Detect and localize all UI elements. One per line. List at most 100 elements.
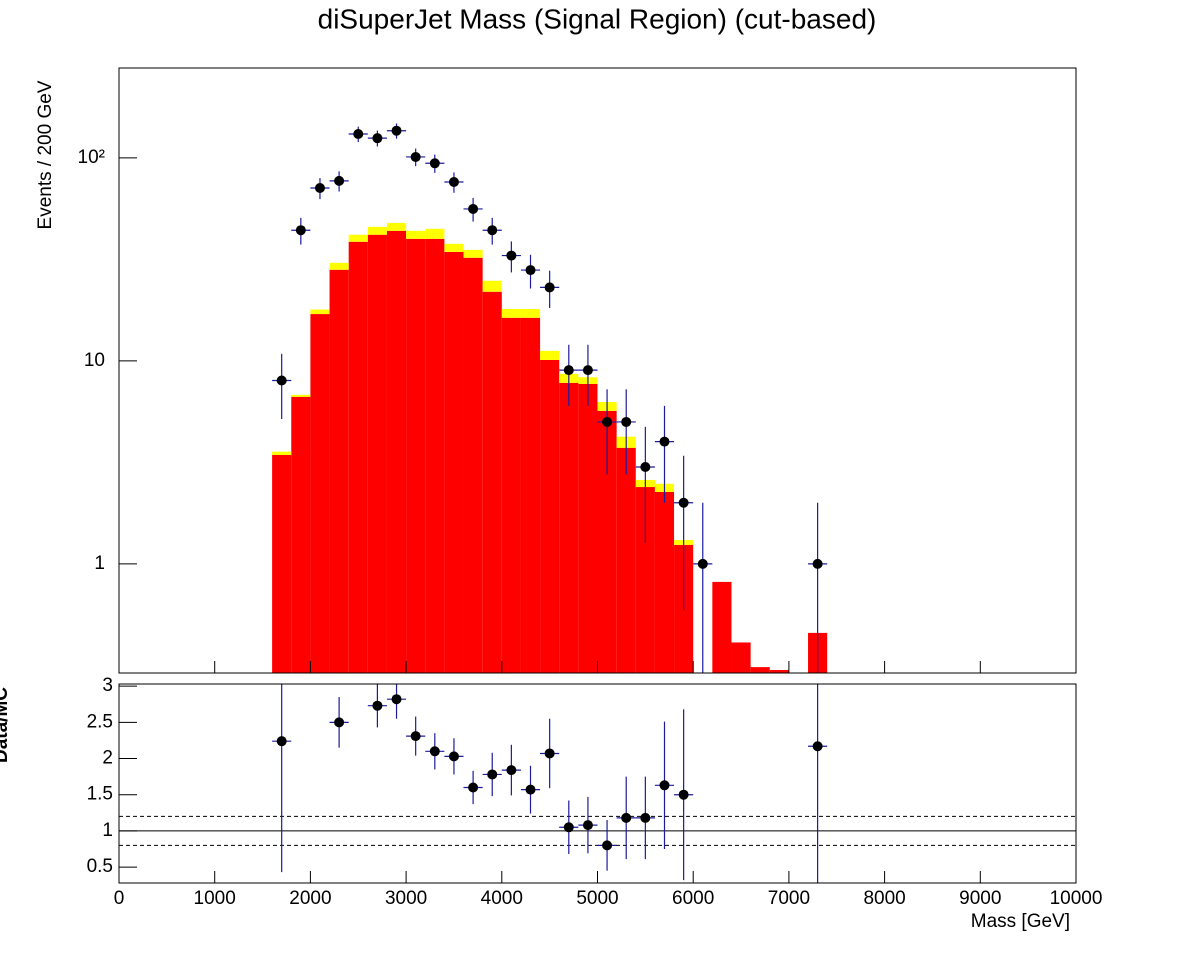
data-point [812, 558, 823, 569]
data-point [621, 416, 632, 427]
y-tick-label: 1 [102, 820, 113, 841]
data-point [659, 436, 670, 447]
y-axis-title: Events / 200 GeV [35, 80, 56, 229]
data-point [448, 177, 459, 188]
bar-segment [482, 291, 502, 673]
data-point [506, 765, 517, 776]
data-point [276, 375, 287, 386]
bar-segment [654, 491, 675, 673]
bar-segment [348, 241, 368, 673]
bar-segment [616, 447, 636, 673]
data-point [429, 158, 440, 169]
data-point [563, 822, 574, 833]
bar-segment [272, 454, 292, 673]
data-point [544, 748, 555, 759]
ratio-axis-title: Data/MC [0, 687, 12, 763]
bar-segment [367, 234, 387, 673]
data-point [334, 717, 345, 728]
bar-segment [444, 251, 464, 673]
bar-segment [329, 262, 349, 270]
bar-segment [540, 359, 560, 673]
bar-segment [712, 581, 732, 673]
x-tick-label: 6000 [672, 888, 714, 909]
bar-segment [559, 382, 579, 673]
data-point [678, 789, 689, 800]
data-point [812, 741, 823, 752]
data-point [525, 265, 536, 276]
data-point [372, 700, 383, 711]
bar-segment [406, 238, 426, 674]
bar-segment [540, 350, 560, 360]
data-point [391, 694, 402, 705]
data-point [506, 250, 517, 261]
bar-segment [463, 257, 483, 673]
bar-segment [597, 410, 617, 673]
data-point [602, 416, 613, 427]
y-tick-label: 1.5 [87, 784, 113, 805]
y-tick-label: 1 [94, 553, 105, 574]
x-tick-label: 2000 [289, 888, 331, 909]
data-point [295, 225, 306, 236]
data-point [334, 175, 345, 186]
data-point [602, 840, 613, 851]
data-point [314, 183, 325, 194]
x-tick-label: 5000 [576, 888, 618, 909]
x-tick-label: 10000 [1050, 888, 1103, 909]
data-point [468, 782, 479, 793]
data-point [429, 746, 440, 757]
data-point [678, 497, 689, 508]
x-tick-label: 0 [114, 888, 125, 909]
data-point [563, 365, 574, 376]
data-point [353, 129, 364, 140]
x-tick-label: 4000 [481, 888, 523, 909]
bar-segment [444, 243, 464, 252]
y-tick-label: 0.5 [87, 856, 113, 877]
bar-segment [769, 670, 789, 673]
data-point [621, 812, 632, 823]
bar-segment [635, 487, 655, 673]
bar-segment [482, 280, 502, 292]
data-point [640, 812, 651, 823]
bar-segment [406, 230, 426, 239]
bar-segment [578, 383, 598, 673]
data-point [487, 769, 498, 780]
data-point [410, 731, 421, 742]
data-point [582, 820, 593, 831]
bar-segment [520, 309, 541, 318]
x-tick-label: 7000 [768, 888, 810, 909]
data-point [468, 203, 479, 214]
bar-segment [329, 269, 349, 673]
y-tick-label: 10² [78, 147, 105, 168]
x-tick-label: 9000 [959, 888, 1001, 909]
data-point [276, 736, 287, 747]
data-point [391, 125, 402, 136]
x-tick-label: 3000 [385, 888, 427, 909]
bar-segment [731, 642, 751, 673]
y-tick-label: 2.5 [87, 711, 113, 732]
bar-segment [520, 317, 541, 673]
data-point [487, 225, 498, 236]
bar-segment [291, 394, 311, 397]
data-point [544, 282, 555, 293]
y-tick-label: 2 [102, 748, 113, 769]
bar-segment [501, 317, 521, 673]
bar-segment [386, 230, 407, 674]
bar-segment [348, 234, 368, 242]
data-point [372, 133, 383, 144]
data-point [448, 751, 459, 762]
bar-segment [501, 309, 521, 318]
frame [118, 683, 1077, 884]
y-tick-label: 10 [84, 350, 105, 371]
bar-segment [272, 451, 292, 455]
bar-segment [310, 314, 330, 673]
bar-segment [386, 222, 407, 231]
bar-segment [291, 396, 311, 673]
data-point [525, 784, 536, 795]
bar-segment [310, 309, 330, 315]
bar-segment [425, 238, 445, 674]
x-tick-label: 1000 [194, 888, 236, 909]
y-tick-label: 3 [102, 675, 113, 696]
chart-title: diSuperJet Mass (Signal Region) (cut-bas… [318, 3, 877, 34]
data-point [582, 365, 593, 376]
